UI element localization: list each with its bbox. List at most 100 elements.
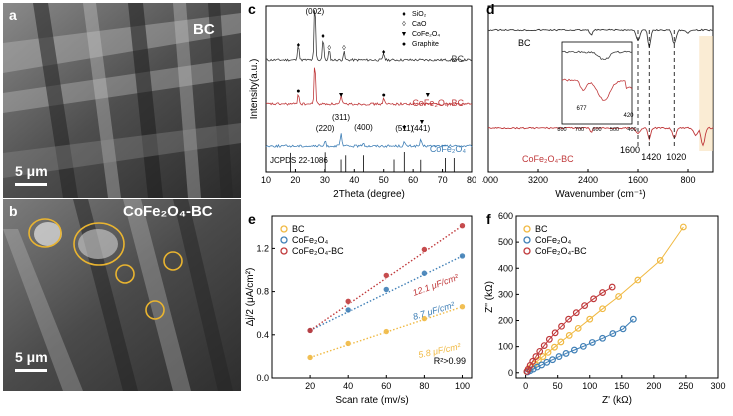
scale-label-b: 5 μm: [15, 349, 48, 365]
legend-marker: [523, 225, 531, 233]
inset-tick-label: 600: [592, 127, 601, 133]
x-tick-label: 50: [379, 175, 389, 185]
series-label-bc: BC: [451, 54, 464, 64]
ftir-curve-cofe2o4-bc: [487, 126, 714, 147]
scale-bar-b: [15, 369, 47, 372]
x-tick-label: 1600: [628, 175, 648, 185]
panel-letter: d: [486, 1, 495, 17]
y-tick-label: 100: [498, 342, 513, 352]
x-axis-label: Scan rate (mv/s): [335, 395, 408, 406]
legend-label: CoFe₂O₄-BC: [292, 246, 344, 256]
data-point: [543, 358, 551, 366]
data-point: [382, 328, 390, 335]
x-tick-label: 40: [343, 381, 353, 391]
data-point: [549, 356, 556, 364]
data-point: [581, 302, 589, 310]
peak-marker: ♦: [321, 33, 325, 40]
x-tick-label: 200: [646, 381, 661, 391]
data-point: [558, 322, 565, 330]
data-point: [570, 346, 578, 354]
data-point: [619, 325, 627, 333]
highlight-circle: [115, 264, 135, 284]
highlight-circle: [28, 218, 62, 248]
reference-label: JCPDS 22-1086: [270, 156, 328, 165]
legend-marker: [280, 247, 288, 255]
x-tick-label: 300: [710, 381, 725, 391]
legend-label: SiO₂: [412, 11, 427, 18]
peak-label: (220): [316, 124, 335, 133]
panel-letter: e: [248, 211, 256, 227]
data-point: [562, 350, 570, 357]
legend-marker: [280, 236, 288, 244]
panel-letter: f: [486, 211, 491, 227]
x-tick-label: 800: [680, 175, 695, 185]
data-point: [608, 283, 616, 291]
highlight-circle: [145, 300, 165, 320]
series-label-cofe2o4-bc: CoFe₂O₄-BC: [522, 154, 574, 164]
series-label-cofe2o4: CoFe₂O₄: [430, 144, 467, 154]
sem-image-bc: a BC 5 μm: [3, 3, 241, 198]
data-point: [536, 347, 544, 355]
highlight-band: [699, 36, 713, 151]
legend-marker: [280, 225, 288, 233]
x-tick-label: 3200: [528, 175, 548, 185]
fit-line-1: [309, 255, 463, 332]
x-tick-label: 0: [523, 381, 528, 391]
data-point: [565, 332, 573, 339]
fit-line-0: [309, 306, 463, 359]
y-tick-label: 300: [498, 289, 513, 299]
data-point: [544, 348, 552, 356]
peak-marker: ▼: [401, 125, 408, 132]
legend-label: CoFe₂O₄: [412, 31, 440, 38]
highlight-circle: [163, 251, 183, 271]
y-axis-label: Z'' (kΩ): [484, 281, 495, 313]
data-point: [599, 334, 606, 342]
y-tick-label: 0.8: [256, 287, 269, 297]
data-point: [590, 295, 597, 303]
xrd-curve-2: [265, 133, 473, 149]
x-tick-label: 30: [320, 175, 330, 185]
nyquist-line-1: [527, 318, 634, 373]
xrd-curve-0: [265, 10, 473, 62]
legend-marker: ▼: [401, 31, 408, 38]
data-point: [565, 315, 572, 323]
x-tick-label: 70: [438, 175, 448, 185]
legend-label: BC: [535, 224, 548, 234]
x-tick-label: 40: [349, 175, 359, 185]
sem-texture-bc: [3, 3, 241, 198]
data-point: [579, 342, 587, 350]
r-squared-note: R²>0.99: [434, 356, 466, 366]
inset-curve-cofe2o4-bc: [561, 78, 633, 101]
chart-ftir: d 4000 3200 2400 1600 800 Wavenumber (cm⁻¹) BC C…: [482, 1, 714, 200]
legend-label: CoFe₂O₄: [535, 235, 572, 245]
series-label-bc: BC: [518, 38, 531, 48]
panel-title-bc: BC: [193, 21, 215, 38]
sem-image-cofe2o4-bc: b CoFe₂O₄-BC 5 μm: [3, 199, 241, 391]
peak-marker: ●: [296, 88, 300, 95]
ftir-curve-bc: [487, 28, 713, 48]
data-point: [306, 327, 314, 334]
y-tick-label: 500: [498, 237, 513, 247]
scale-bar-a: [15, 183, 47, 186]
chart-nyquist: f 0 50 100 150 200 250 300 0 100 200 300 400 500 600 Z'…: [484, 211, 726, 406]
x-axis-label: Wavenumber (cm⁻¹): [555, 189, 645, 200]
x-tick-label: 250: [678, 381, 693, 391]
xrd-curve-1: [265, 67, 473, 106]
peak-label: (400): [354, 123, 373, 132]
data-point: [629, 315, 637, 323]
scale-label-a: 5 μm: [15, 163, 48, 179]
x-tick-label: 60: [381, 381, 391, 391]
x-tick-label: 2400: [578, 175, 598, 185]
x-tick-label: 80: [419, 381, 429, 391]
data-point: [459, 222, 466, 230]
data-point: [532, 353, 540, 360]
data-point: [540, 342, 548, 350]
sem-texture-cofe2o4-bc: [3, 199, 241, 391]
data-point: [524, 365, 532, 373]
data-point: [574, 324, 582, 332]
data-point: [344, 306, 352, 314]
panel-letter-a: a: [9, 7, 17, 23]
data-point: [599, 289, 606, 296]
x-axis-label: 2Theta (degree): [333, 189, 405, 200]
chart-xrd: c 10 20 30 40 50 60 70 80 2Theta (degree) Intensit…: [248, 1, 476, 200]
